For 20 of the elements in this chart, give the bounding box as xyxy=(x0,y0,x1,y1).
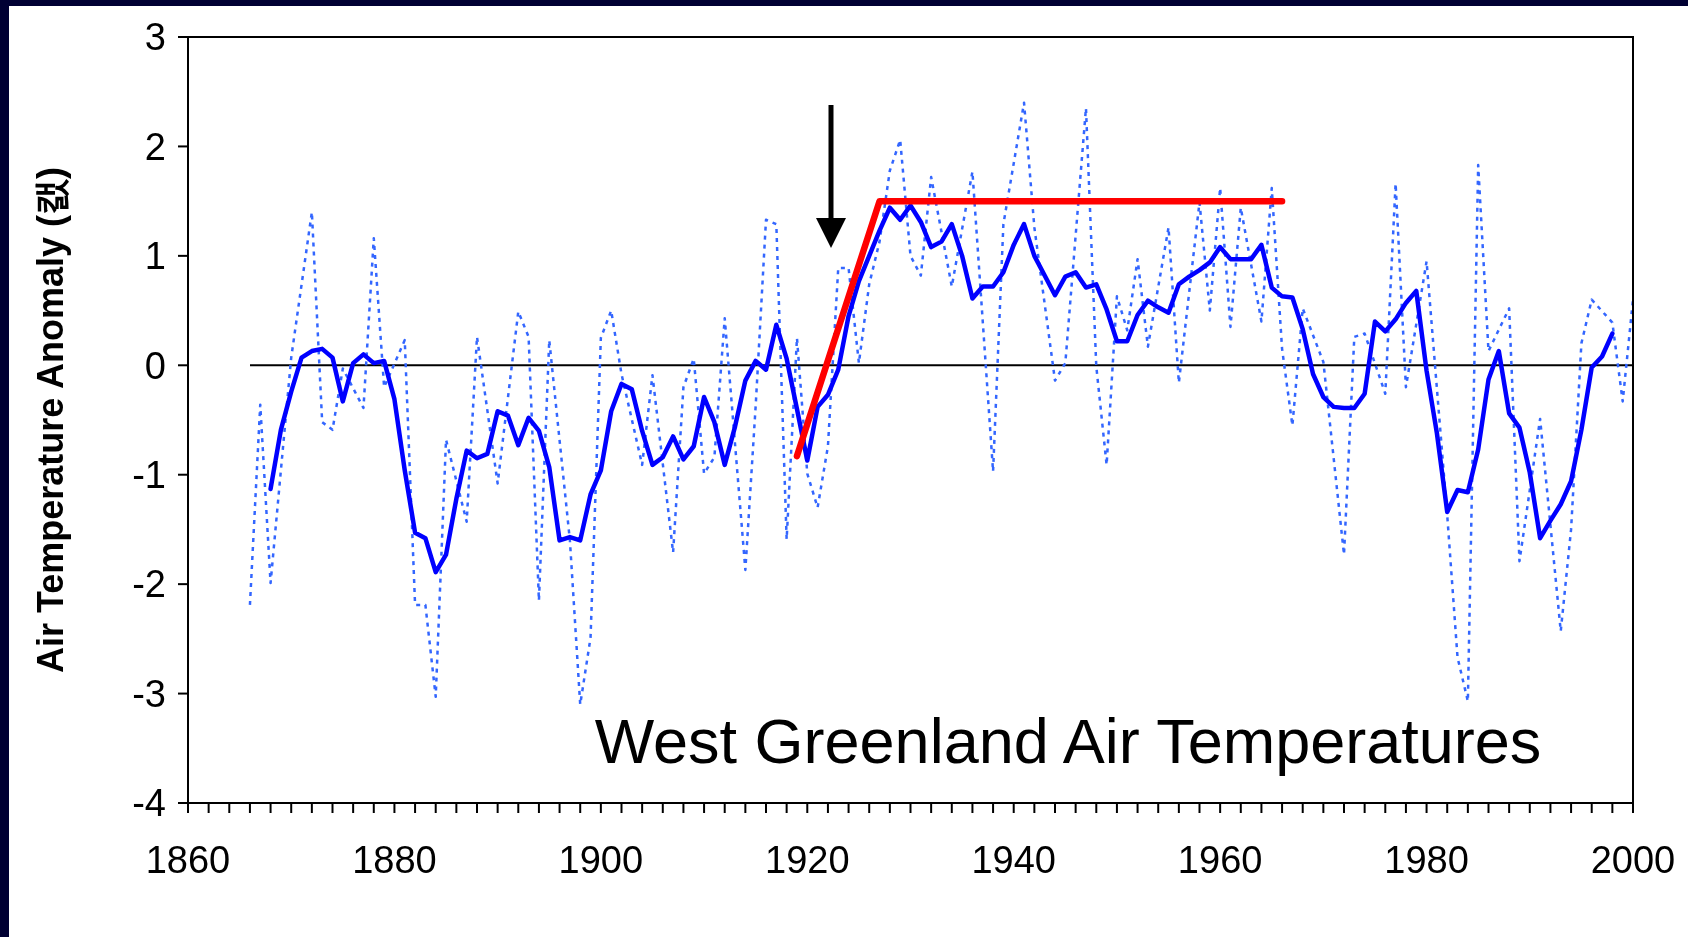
y-tick-label: 0 xyxy=(144,344,166,387)
x-tick-label: 1860 xyxy=(145,839,231,881)
x-tick-label: 1940 xyxy=(971,839,1056,881)
x-tick-label: 1920 xyxy=(765,839,850,881)
y-tick-label: 1 xyxy=(144,235,166,278)
y-tick-label: -4 xyxy=(132,782,166,825)
y-axis-title: Air Temperature Anomaly (캜) xyxy=(30,166,71,674)
y-tick-label: -3 xyxy=(132,672,166,715)
y-tick-label: -2 xyxy=(132,563,166,606)
y-tick-label: -1 xyxy=(132,454,166,497)
y-tick-label: 2 xyxy=(144,125,166,168)
y-tick-label: 3 xyxy=(144,16,166,59)
line-series xyxy=(268,203,1615,575)
line-series xyxy=(248,101,1635,706)
x-tick-label: 1960 xyxy=(1177,839,1263,881)
x-tick-label: 1900 xyxy=(558,839,644,881)
x-tick-label: 1880 xyxy=(352,839,437,881)
x-tick-label: 2000 xyxy=(1590,839,1676,881)
x-tick-label: 1980 xyxy=(1384,839,1469,881)
text: West Greenland Air Temperatures xyxy=(594,706,1542,776)
